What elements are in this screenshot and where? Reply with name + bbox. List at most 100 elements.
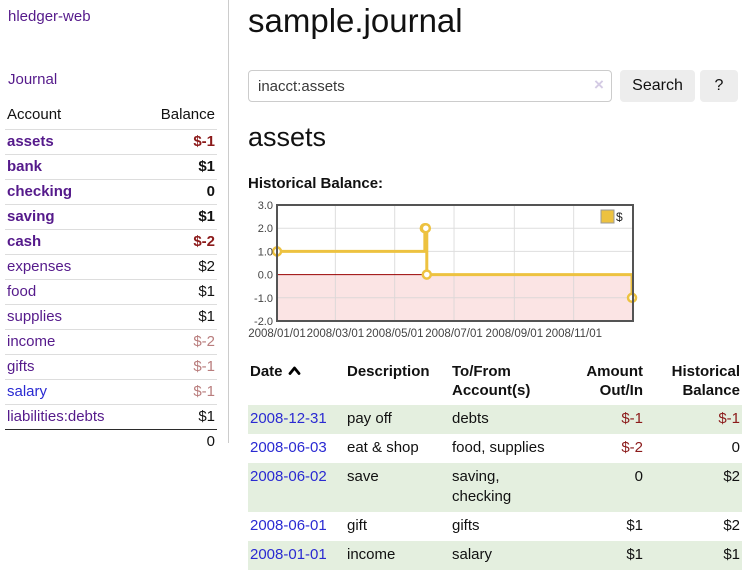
account-row: assets $-1 xyxy=(5,129,217,155)
account-row: food $1 xyxy=(5,279,217,305)
nav-journal-link[interactable]: Journal xyxy=(8,71,58,88)
description-cell: pay off xyxy=(347,410,392,427)
description-cell: save xyxy=(347,468,379,485)
account-row: gifts $-1 xyxy=(5,354,217,380)
accounts-total: 0 xyxy=(139,429,217,453)
y-tick-label: 0.0 xyxy=(258,270,273,282)
description-cell: gift xyxy=(347,517,368,534)
sort-asc-icon xyxy=(288,366,300,375)
balance-cell: $-1 xyxy=(718,410,740,427)
balance-cell: $2 xyxy=(723,468,740,485)
chart-point xyxy=(420,222,432,234)
y-tick-label: -2.0 xyxy=(254,316,273,328)
table-row: 2008-01-01 income salary $1 $1 xyxy=(248,541,742,570)
description-cell: income xyxy=(347,546,396,563)
x-tick-label: 2008/09/01 xyxy=(486,328,544,340)
account-link[interactable]: checking xyxy=(7,183,73,200)
balance-chart: $3.0 2.0 1.0 0.0 -1.0 -2.0 2008/01/01 2008/03/0… xyxy=(248,197,742,347)
y-tick-label: 1.0 xyxy=(258,246,273,258)
accounts-cell: gifts xyxy=(452,517,480,534)
accounts-cell: saving, checking xyxy=(452,468,512,505)
account-link[interactable]: liabilities:debts xyxy=(7,408,105,425)
balance-cell: 0 xyxy=(731,439,740,456)
x-tick-label: 2008/05/01 xyxy=(366,328,424,340)
account-row: cash $-2 xyxy=(5,229,217,255)
search-form: × Search ? xyxy=(248,70,742,102)
x-tick-label: 2008/11/01 xyxy=(545,328,602,340)
account-row: salary $-1 xyxy=(5,379,217,405)
account-balance: $1 xyxy=(198,158,215,175)
account-balance: $1 xyxy=(198,283,215,300)
date-link[interactable]: 2008-06-02 xyxy=(250,468,327,485)
y-tick-label: 2.0 xyxy=(258,223,273,235)
account-balance: $-1 xyxy=(193,383,215,400)
date-link[interactable]: 2008-12-31 xyxy=(250,410,327,427)
column-header-amount: Amount Out/In xyxy=(586,363,643,399)
accounts-cell: salary xyxy=(452,546,493,563)
column-header-accounts: To/From Account(s) xyxy=(452,363,531,399)
chart-point xyxy=(421,269,433,280)
date-link[interactable]: 2008-01-01 xyxy=(250,546,327,563)
search-input[interactable] xyxy=(248,70,612,102)
account-balance: $-1 xyxy=(193,133,215,150)
y-tick-label: 3.0 xyxy=(258,200,273,212)
account-link[interactable]: gifts xyxy=(7,358,35,375)
account-link[interactable]: bank xyxy=(7,158,43,175)
description-cell: eat & shop xyxy=(347,439,419,456)
help-button[interactable]: ? xyxy=(700,70,738,102)
x-tick-label: 2008/03/01 xyxy=(307,328,365,340)
account-balance: $1 xyxy=(198,408,215,425)
account-balance: $-2 xyxy=(193,233,215,250)
y-tick-label: -1.0 xyxy=(254,293,273,305)
search-button[interactable]: Search xyxy=(620,70,695,102)
brand-link[interactable]: hledger-web xyxy=(8,8,91,25)
column-header-description: Description xyxy=(347,363,430,380)
accounts-cell: food, supplies xyxy=(452,439,545,456)
legend-label: $ xyxy=(616,210,623,224)
account-heading: assets xyxy=(248,122,327,152)
sidebar: hledger-web Journal Account Balance asse… xyxy=(0,0,229,453)
accounts-cell: debts xyxy=(452,410,489,427)
clear-search-icon[interactable]: × xyxy=(594,75,604,94)
page-title: sample.journal xyxy=(248,2,463,39)
column-header-balance: Historical Balance xyxy=(671,363,740,399)
account-link[interactable]: income xyxy=(7,333,56,350)
balance-cell: $2 xyxy=(723,517,740,534)
x-tick-label: 2008/07/01 xyxy=(425,328,483,340)
account-row: saving $1 xyxy=(5,204,217,230)
date-link[interactable]: 2008-06-01 xyxy=(250,517,327,534)
chart-grid xyxy=(277,205,633,321)
account-balance: $1 xyxy=(198,308,215,325)
account-balance: $2 xyxy=(198,258,215,275)
x-tick-label: 2008/01/01 xyxy=(248,328,306,340)
amount-cell: $1 xyxy=(626,517,643,534)
account-link[interactable]: cash xyxy=(7,233,42,250)
account-link[interactable]: food xyxy=(7,283,37,300)
account-link[interactable]: assets xyxy=(7,133,54,150)
account-balance: $1 xyxy=(198,208,215,225)
balance-cell: $1 xyxy=(723,546,740,563)
accounts-header-balance: Balance xyxy=(160,106,215,123)
chart-title: Historical Balance: xyxy=(248,175,384,192)
accounts-header-account: Account xyxy=(7,106,62,123)
table-row: 2008-06-01 gift gifts $1 $2 xyxy=(248,512,742,541)
account-row: checking 0 xyxy=(5,179,217,205)
amount-cell: $-2 xyxy=(621,439,643,456)
date-link[interactable]: 2008-06-03 xyxy=(250,439,327,456)
amount-cell: $-1 xyxy=(621,410,643,427)
legend-swatch xyxy=(600,209,615,224)
account-balance: $-1 xyxy=(193,358,215,375)
account-balance: 0 xyxy=(206,183,215,200)
accounts-table: Account Balance assets $-1 bank $1 checking 0… xyxy=(5,103,217,453)
account-link[interactable]: supplies xyxy=(7,308,63,325)
account-row: income $-2 xyxy=(5,329,217,355)
amount-cell: 0 xyxy=(634,468,643,485)
table-row: 2008-06-03 eat & shop food, supplies $-2 0 xyxy=(248,434,742,463)
column-header-date[interactable]: Date xyxy=(248,360,345,405)
account-link[interactable]: expenses xyxy=(7,258,72,275)
account-link[interactable]: salary xyxy=(7,383,48,400)
account-link[interactable]: saving xyxy=(7,208,55,225)
account-row: bank $1 xyxy=(5,154,217,180)
account-row: expenses $2 xyxy=(5,254,217,280)
